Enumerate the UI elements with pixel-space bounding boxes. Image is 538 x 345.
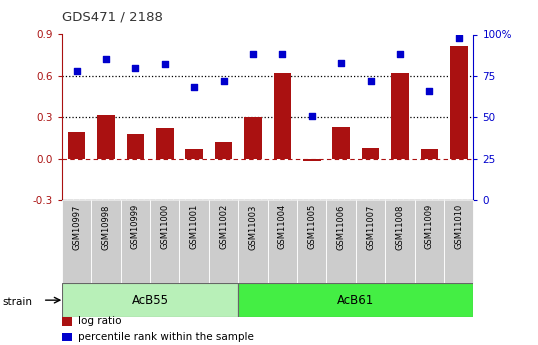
Bar	[244, 117, 262, 159]
Bar	[238, 200, 268, 283]
Bar	[97, 115, 115, 159]
Point	[72, 68, 81, 74]
Point	[249, 52, 257, 57]
Bar	[267, 200, 297, 283]
Bar	[238, 283, 473, 317]
Bar	[444, 200, 473, 283]
Bar	[356, 200, 385, 283]
Text: GSM10999: GSM10999	[131, 204, 140, 249]
Bar	[327, 200, 356, 283]
Bar	[185, 149, 203, 159]
Bar	[180, 200, 209, 283]
Text: GSM11003: GSM11003	[249, 204, 258, 250]
Bar	[391, 73, 409, 159]
Text: GSM11006: GSM11006	[337, 204, 345, 250]
Text: GSM11010: GSM11010	[454, 204, 463, 249]
Bar	[62, 317, 72, 326]
Text: GSM11008: GSM11008	[395, 204, 405, 250]
Text: GSM10997: GSM10997	[72, 204, 81, 250]
Point	[395, 52, 404, 57]
Bar	[215, 142, 232, 159]
Point	[455, 35, 463, 41]
Text: GSM11004: GSM11004	[278, 204, 287, 249]
Bar	[332, 127, 350, 159]
Bar	[62, 200, 91, 283]
Text: GSM11005: GSM11005	[307, 204, 316, 249]
Bar	[303, 159, 321, 161]
Text: GSM11001: GSM11001	[190, 204, 199, 249]
Text: GSM11009: GSM11009	[425, 204, 434, 249]
Point	[307, 113, 316, 118]
Point	[278, 52, 287, 57]
Point	[102, 57, 110, 62]
Bar	[62, 283, 238, 317]
Point	[131, 65, 140, 70]
Point	[366, 78, 375, 83]
Bar	[62, 333, 72, 341]
Text: GSM11000: GSM11000	[160, 204, 169, 249]
Point	[190, 85, 199, 90]
Bar	[421, 149, 438, 159]
Text: GDS471 / 2188: GDS471 / 2188	[62, 10, 162, 23]
Text: strain: strain	[3, 297, 33, 307]
Point	[160, 61, 169, 67]
Point	[337, 60, 345, 66]
Bar	[150, 200, 180, 283]
Text: GSM10998: GSM10998	[102, 204, 110, 250]
Bar	[362, 148, 379, 159]
Bar	[415, 200, 444, 283]
Point	[220, 78, 228, 83]
Bar	[273, 73, 291, 159]
Text: AcB61: AcB61	[337, 294, 374, 307]
Bar	[121, 200, 150, 283]
Text: GSM11002: GSM11002	[219, 204, 228, 249]
Bar	[209, 200, 238, 283]
Bar	[385, 200, 415, 283]
Bar	[68, 132, 86, 159]
Bar	[91, 200, 121, 283]
Bar	[450, 46, 468, 159]
Point	[425, 88, 434, 93]
Bar	[126, 134, 144, 159]
Bar	[156, 128, 174, 159]
Text: AcB55: AcB55	[132, 294, 168, 307]
Text: GSM11007: GSM11007	[366, 204, 375, 250]
Bar	[297, 200, 327, 283]
Text: percentile rank within the sample: percentile rank within the sample	[77, 332, 253, 342]
Text: log ratio: log ratio	[77, 316, 121, 326]
